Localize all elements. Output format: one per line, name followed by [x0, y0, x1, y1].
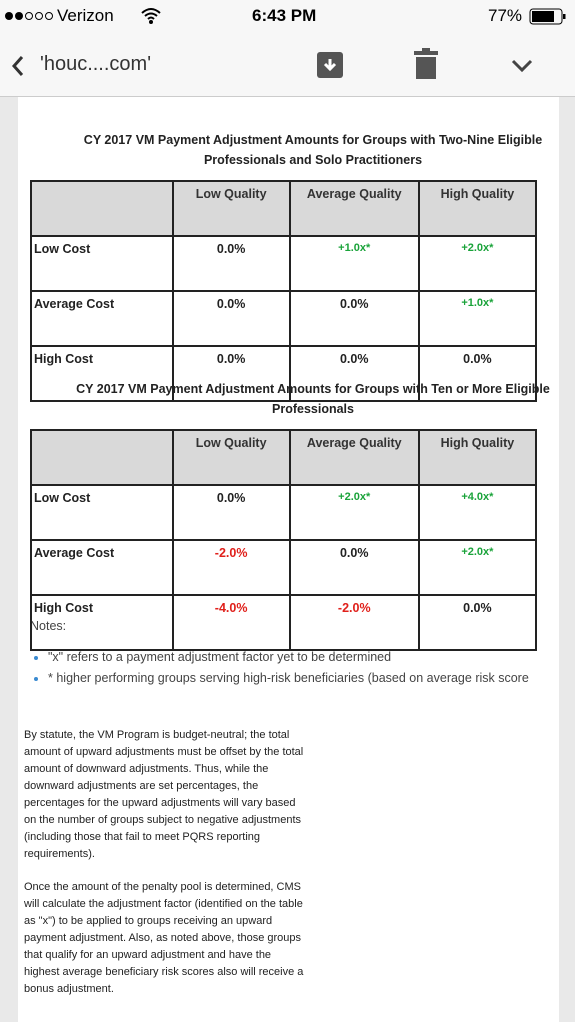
row-label: Average Cost: [30, 539, 174, 596]
cell-value: +1.0x*: [417, 290, 538, 347]
cell-value: 0.0%: [417, 345, 538, 402]
cell-value: 0.0%: [171, 345, 291, 402]
status-bar: Verizon 6:43 PM 77%: [0, 0, 575, 32]
wifi-icon: [141, 8, 161, 24]
cell-value: -2.0%: [288, 594, 420, 651]
table-row: Low Cost 0.0% +2.0x* +4.0x*: [30, 484, 538, 541]
delete-button[interactable]: [412, 47, 442, 81]
sender[interactable]: 'houc....com': [40, 53, 152, 75]
paragraph: By statute, the VM Program is budget-neu…: [24, 729, 304, 860]
cell-value: +4.0x*: [417, 484, 538, 541]
archive-button[interactable]: [315, 50, 345, 80]
table-title: CY 2017 VM Payment Adjustment Amounts fo…: [83, 133, 543, 167]
battery-icon: [529, 8, 566, 25]
cell-value: +2.0x*: [417, 539, 538, 596]
cell-value: 0.0%: [288, 290, 420, 347]
cell-value: 0.0%: [417, 594, 538, 651]
table-row: Average Cost -2.0% 0.0% +2.0x*: [30, 539, 538, 596]
table-row: Low Cost 0.0% +1.0x* +2.0x*: [30, 235, 538, 292]
adjustment-table: Low Quality Average Quality High Quality Lo…: [30, 180, 538, 402]
email-body: Notes:"x" refers to a payment adjustment…: [18, 97, 559, 1022]
row-label: High Cost: [30, 345, 174, 402]
note-item: "x" refers to a payment adjustment facto…: [48, 647, 529, 668]
cell-value: 0.0%: [171, 235, 291, 292]
table-row: High Cost -4.0% -2.0% 0.0%: [30, 594, 538, 651]
back-button[interactable]: [10, 54, 30, 78]
cell-value: 0.0%: [171, 290, 291, 347]
row-label: Average Cost: [30, 290, 174, 347]
notes-list: "x" refers to a payment adjustment facto…: [30, 647, 529, 689]
table-row: High Cost 0.0% 0.0% 0.0%: [30, 345, 538, 402]
cell-value: -4.0%: [171, 594, 291, 651]
table-row: Average Cost 0.0% 0.0% +1.0x*: [30, 290, 538, 347]
battery-level: 77%: [488, 6, 523, 25]
note-item: * higher performing groups serving high-…: [48, 668, 529, 689]
cell-value: +1.0x*: [288, 235, 420, 292]
corner-cell: [30, 180, 174, 237]
column-header: Low Quality: [171, 429, 291, 486]
cell-value: -2.0%: [171, 539, 291, 596]
time: 6:43 PM: [252, 6, 317, 25]
signal-icon: [5, 12, 53, 20]
notes: Notes:"x" refers to a payment adjustment…: [30, 619, 529, 689]
column-header: Average Quality: [288, 180, 420, 237]
carrier: Verizon: [57, 6, 114, 25]
column-header: High Quality: [417, 180, 538, 237]
cell-value: 0.0%: [171, 484, 291, 541]
cell-value: 0.0%: [288, 539, 420, 596]
column-header: Average Quality: [288, 429, 420, 486]
header-row: Low Quality Average Quality High Quality: [30, 180, 538, 237]
cell-value: +2.0x*: [417, 235, 538, 292]
adjustment-table: Low Quality Average Quality High Quality Lo…: [30, 429, 538, 651]
header-row: Low Quality Average Quality High Quality: [30, 429, 538, 486]
corner-cell: [30, 429, 174, 486]
more-button[interactable]: [510, 56, 534, 76]
paragraph: Once the amount of the penalty pool is d…: [24, 881, 304, 995]
table-title: CY 2017 VM Payment Adjustment Amounts fo…: [76, 382, 550, 416]
column-header: High Quality: [417, 429, 538, 486]
row-label: High Cost: [30, 594, 174, 651]
row-label: Low Cost: [30, 235, 174, 292]
cell-value: 0.0%: [288, 345, 420, 402]
row-label: Low Cost: [30, 484, 174, 541]
toolbar: 'houc....com': [0, 32, 575, 97]
cell-value: +2.0x*: [288, 484, 420, 541]
column-header: Low Quality: [171, 180, 291, 237]
